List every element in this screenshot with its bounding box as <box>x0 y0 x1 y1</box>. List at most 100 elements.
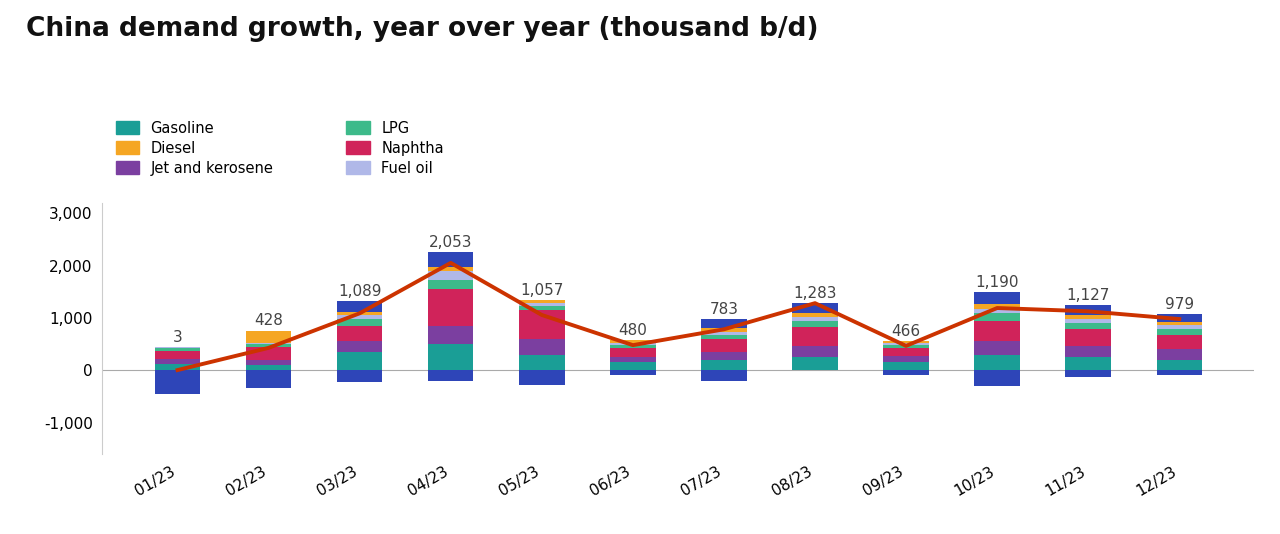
Bar <box>246 370 292 388</box>
Bar <box>1065 316 1111 319</box>
Bar <box>611 344 655 348</box>
Bar <box>974 341 1020 355</box>
Bar <box>611 340 655 342</box>
Bar <box>701 335 746 339</box>
Bar <box>337 370 383 382</box>
Bar <box>1157 329 1202 335</box>
Bar <box>1065 319 1111 323</box>
Bar <box>155 351 200 359</box>
Bar <box>974 292 1020 304</box>
Bar <box>155 364 200 370</box>
Bar <box>792 357 838 370</box>
Bar <box>337 319 383 326</box>
Bar <box>883 363 929 370</box>
Bar <box>883 370 929 375</box>
Bar <box>792 345 838 357</box>
Bar <box>1065 305 1111 316</box>
Bar <box>518 339 564 355</box>
Text: 2,053: 2,053 <box>429 235 472 250</box>
Bar <box>611 370 655 375</box>
Bar <box>428 326 474 344</box>
Bar <box>883 348 929 356</box>
Bar <box>1157 321 1202 325</box>
Text: 1,190: 1,190 <box>975 275 1019 290</box>
Bar <box>428 280 474 289</box>
Bar <box>1065 329 1111 345</box>
Text: 480: 480 <box>618 323 648 338</box>
Text: 1,057: 1,057 <box>520 283 563 298</box>
Bar <box>337 312 383 316</box>
Bar <box>974 313 1020 321</box>
Bar <box>337 316 383 319</box>
Bar <box>246 344 292 347</box>
Bar <box>1065 370 1111 376</box>
Bar <box>883 356 929 363</box>
Bar <box>337 326 383 341</box>
Bar <box>974 321 1020 341</box>
Bar <box>428 289 474 326</box>
Bar <box>518 306 564 310</box>
Bar <box>1065 357 1111 370</box>
Bar <box>792 327 838 345</box>
Text: 1,127: 1,127 <box>1066 288 1110 303</box>
Text: 783: 783 <box>709 302 739 317</box>
Bar <box>701 332 746 335</box>
Bar <box>1157 325 1202 329</box>
Text: 1,089: 1,089 <box>338 284 381 299</box>
Bar <box>337 301 383 312</box>
Bar <box>428 370 474 381</box>
Text: China demand growth, year over year (thousand b/d): China demand growth, year over year (tho… <box>26 16 818 42</box>
Bar <box>792 303 838 313</box>
Bar <box>974 370 1020 386</box>
Bar <box>1157 335 1202 349</box>
Bar <box>974 309 1020 313</box>
Bar <box>611 348 655 357</box>
Bar <box>155 370 200 394</box>
Bar <box>518 355 564 370</box>
Bar <box>518 300 564 303</box>
Text: 3: 3 <box>173 329 183 344</box>
Bar <box>611 357 655 363</box>
Bar <box>883 343 929 345</box>
Bar <box>701 319 746 328</box>
Bar <box>792 321 838 327</box>
Bar <box>883 345 929 348</box>
Bar <box>337 341 383 352</box>
Bar <box>337 352 383 370</box>
Text: 428: 428 <box>255 313 283 328</box>
Bar <box>428 266 474 271</box>
Bar <box>1065 323 1111 329</box>
Bar <box>155 348 200 351</box>
Bar <box>701 339 746 352</box>
Bar <box>883 341 929 343</box>
Bar <box>611 342 655 344</box>
Bar <box>701 370 746 381</box>
Text: 979: 979 <box>1165 297 1194 312</box>
Text: 1,283: 1,283 <box>794 286 837 301</box>
Bar <box>246 331 292 342</box>
Bar <box>246 342 292 344</box>
Bar <box>1157 370 1202 375</box>
Bar <box>1065 345 1111 357</box>
Bar <box>1157 314 1202 321</box>
Bar <box>155 359 200 364</box>
Bar <box>974 355 1020 370</box>
Bar <box>701 360 746 370</box>
Bar <box>701 328 746 332</box>
Bar <box>792 317 838 321</box>
Bar <box>246 347 292 360</box>
Bar <box>1157 349 1202 360</box>
Bar <box>428 271 474 280</box>
Bar <box>518 310 564 339</box>
Bar <box>701 352 746 360</box>
Bar <box>611 363 655 370</box>
Bar <box>792 313 838 317</box>
Bar <box>246 360 292 365</box>
Bar <box>428 344 474 370</box>
Text: 466: 466 <box>891 324 920 339</box>
Bar <box>155 347 200 348</box>
Bar <box>974 304 1020 309</box>
Bar <box>518 370 564 385</box>
Legend: Gasoline, Diesel, Jet and kerosene, LPG, Naphtha, Fuel oil: Gasoline, Diesel, Jet and kerosene, LPG,… <box>110 115 449 182</box>
Bar <box>428 253 474 266</box>
